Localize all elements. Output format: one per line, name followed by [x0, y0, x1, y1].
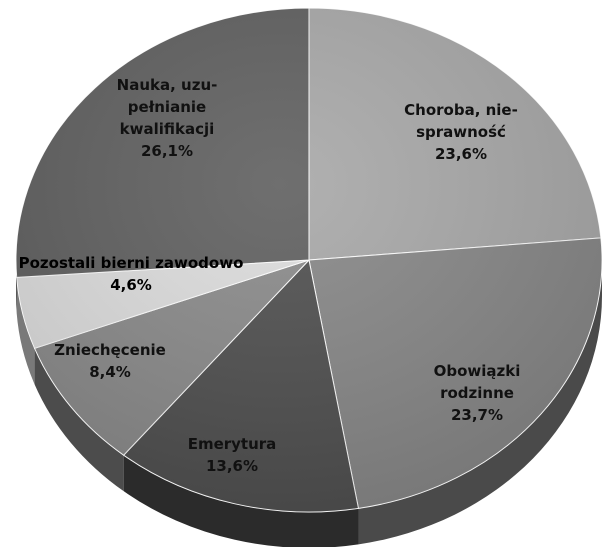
- slice-category-label: Obowiązki: [434, 362, 521, 380]
- slice-label-4: Pozostali bierni zawodowo 4,6%: [19, 254, 244, 294]
- slice-category-label: Zniechęcenie: [54, 341, 166, 359]
- slice-value-label: 23,6%: [435, 145, 487, 163]
- slice-value-label: 4,6%: [110, 276, 152, 294]
- pie-slice-side-4: [16, 277, 35, 385]
- slice-label-3: Zniechęcenie 8,4%: [54, 341, 166, 381]
- slice-category-label: sprawność: [416, 123, 506, 141]
- slice-category-label: Emerytura: [188, 435, 277, 453]
- slice-value-label: 26,1%: [141, 142, 193, 160]
- slice-category-label: Nauka, uzu-: [117, 76, 218, 94]
- pie-top: [15, 7, 603, 513]
- pie-labels: Choroba, nie-sprawność 23,6% Obowiązki rodz…: [19, 76, 521, 475]
- slice-label-5: Nauka, uzu-pełnianie kwalifikacji 26,1%: [117, 76, 218, 160]
- slice-label-2: Emerytura 13,6%: [188, 435, 277, 475]
- slice-value-label: 23,7%: [451, 406, 503, 424]
- slice-value-label: 13,6%: [206, 457, 258, 475]
- pie-slice-side-2: [123, 455, 359, 547]
- pie-slice-side-1: [358, 260, 602, 545]
- slice-category-label: rodzinne: [440, 384, 514, 402]
- slice-category-label: Pozostali bierni zawodowo: [19, 254, 244, 272]
- pie-shading: [16, 8, 602, 512]
- slice-label-0: Choroba, nie-sprawność 23,6%: [404, 101, 518, 163]
- slice-category-label: kwalifikacji: [120, 120, 215, 138]
- slice-value-label: 8,4%: [89, 363, 131, 381]
- slice-category-label: Choroba, nie-: [404, 101, 518, 119]
- slice-label-1: Obowiązki rodzinne 23,7%: [434, 362, 521, 424]
- slice-category-label: pełnianie: [128, 98, 206, 116]
- pie-slice-side-3: [34, 348, 124, 492]
